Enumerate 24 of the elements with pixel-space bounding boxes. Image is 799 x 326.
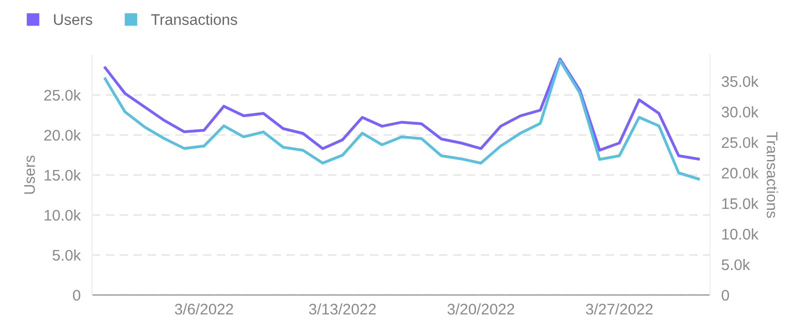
y-tick-label: 10.0k bbox=[44, 209, 81, 221]
y2-tick-label: 0 bbox=[722, 290, 730, 301]
legend-label: Users bbox=[54, 14, 92, 25]
x-tick-label: 3/6/2022 bbox=[174, 303, 234, 315]
y-axis-title: Users bbox=[24, 156, 35, 194]
y2-tick-label: 25.0k bbox=[722, 136, 759, 148]
y2-tick-label: 20.0k bbox=[722, 167, 759, 179]
y2-axis-title: Transactions bbox=[766, 132, 778, 218]
line-series bbox=[104, 58, 700, 160]
y2-tick-label: 15.0k bbox=[722, 198, 759, 210]
legend-label: Transactions bbox=[151, 14, 238, 25]
x-tick-label: 3/13/2022 bbox=[309, 303, 376, 315]
y2-tick-label: 35.0k bbox=[722, 76, 759, 87]
y-tick-label: 5.0k bbox=[52, 249, 81, 261]
y2-tick-label: 5.0k bbox=[722, 258, 750, 270]
y-tick-label: 0 bbox=[72, 290, 80, 301]
x-tick-label: 3/20/2022 bbox=[448, 303, 514, 315]
line-series bbox=[104, 59, 700, 180]
y-tick-label: 20.0k bbox=[44, 129, 81, 141]
y2-tick-label: 10.0k bbox=[722, 228, 759, 240]
y-tick-label: 15.0k bbox=[44, 169, 81, 181]
x-tick-label: 3/27/2022 bbox=[586, 303, 653, 315]
y-tick-label: 25.0k bbox=[44, 89, 81, 101]
y2-tick-label: 30.0k bbox=[722, 106, 759, 118]
